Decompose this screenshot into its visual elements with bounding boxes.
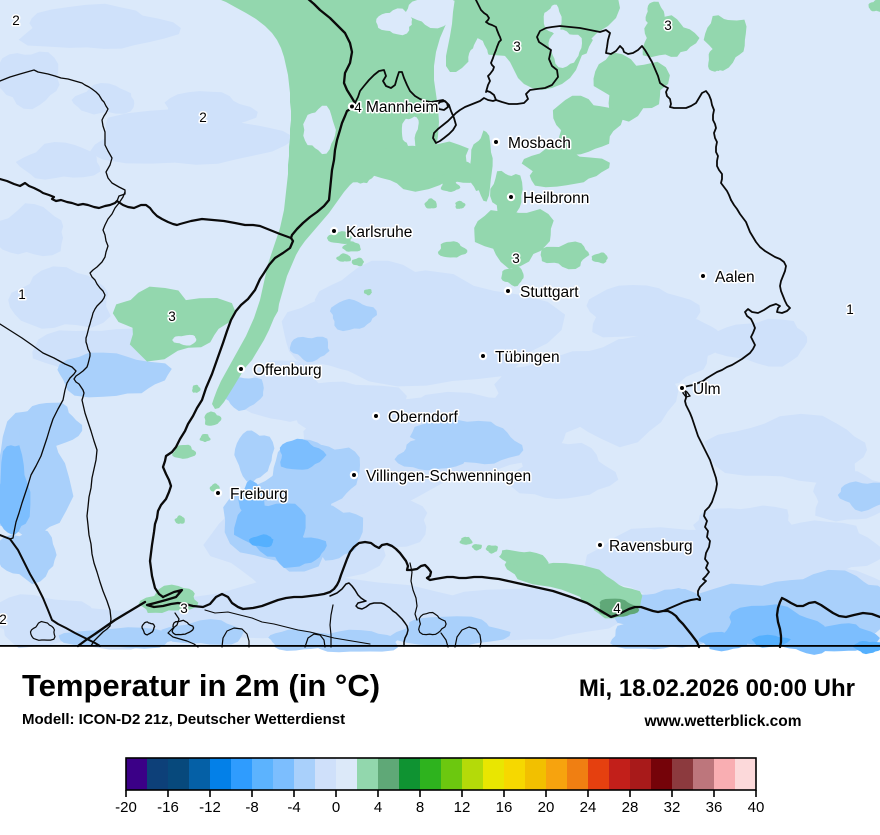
svg-text:36: 36 [706, 799, 723, 816]
svg-text:Tübingen: Tübingen [495, 349, 560, 366]
svg-text:3: 3 [512, 251, 520, 266]
svg-text:3: 3 [168, 309, 176, 324]
svg-text:Offenburg: Offenburg [253, 362, 322, 379]
svg-text:-12: -12 [199, 799, 221, 816]
svg-text:12: 12 [454, 799, 471, 816]
svg-text:Heilbronn: Heilbronn [523, 190, 589, 207]
svg-text:4: 4 [374, 799, 382, 816]
svg-text:1: 1 [18, 287, 26, 302]
svg-text:3: 3 [180, 601, 188, 616]
svg-text:3: 3 [664, 18, 672, 33]
svg-text:-16: -16 [157, 799, 179, 816]
svg-text:Ravensburg: Ravensburg [609, 538, 693, 555]
svg-text:3: 3 [513, 39, 521, 54]
svg-text:Temperatur in 2m (in °C): Temperatur in 2m (in °C) [22, 668, 380, 703]
svg-text:Mannheim: Mannheim [366, 99, 438, 116]
svg-text:2: 2 [0, 612, 7, 627]
svg-text:-4: -4 [287, 799, 300, 816]
svg-text:Ulm: Ulm [693, 381, 721, 398]
svg-text:0: 0 [332, 799, 340, 816]
svg-text:-8: -8 [245, 799, 258, 816]
svg-text:Mi, 18.02.2026 00:00 Uhr: Mi, 18.02.2026 00:00 Uhr [579, 675, 855, 702]
svg-text:Aalen: Aalen [715, 269, 755, 286]
svg-text:20: 20 [538, 799, 555, 816]
svg-text:24: 24 [580, 799, 597, 816]
svg-text:-20: -20 [115, 799, 137, 816]
svg-text:Villingen-Schwenningen: Villingen-Schwenningen [366, 468, 531, 485]
svg-text:Oberndorf: Oberndorf [388, 409, 458, 426]
svg-text:40: 40 [748, 799, 765, 816]
svg-text:2: 2 [199, 110, 207, 125]
svg-text:Modell: ICON-D2 21z, Deutscher: Modell: ICON-D2 21z, Deutscher Wetterdie… [22, 711, 345, 728]
svg-text:1: 1 [846, 302, 854, 317]
svg-text:4: 4 [354, 100, 362, 115]
svg-text:4: 4 [613, 601, 621, 616]
svg-text:Mosbach: Mosbach [508, 135, 571, 152]
svg-text:28: 28 [622, 799, 639, 816]
svg-text:16: 16 [496, 799, 513, 816]
svg-text:2: 2 [12, 13, 20, 28]
svg-text:www.wetterblick.com: www.wetterblick.com [643, 713, 801, 730]
svg-text:32: 32 [664, 799, 681, 816]
svg-text:Karlsruhe: Karlsruhe [346, 224, 412, 241]
svg-text:8: 8 [416, 799, 424, 816]
svg-text:Stuttgart: Stuttgart [520, 284, 579, 301]
svg-text:Freiburg: Freiburg [230, 486, 288, 503]
